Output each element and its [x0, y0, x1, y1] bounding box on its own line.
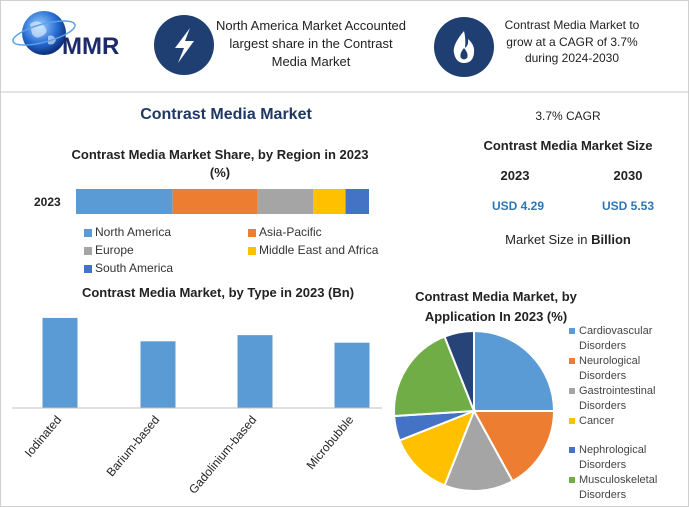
- legend-label: Neurological Disorders: [579, 355, 641, 382]
- legend-swatch: [248, 247, 256, 255]
- legend-swatch: [569, 418, 575, 424]
- bar: [42, 317, 78, 408]
- x-tick-label: Barium-based: [104, 413, 163, 479]
- legend-swatch: [569, 447, 575, 453]
- size-value: USD 5.53: [601, 199, 655, 213]
- year-label: 2030: [613, 168, 643, 183]
- x-tick-label: Gadolinium-based: [186, 413, 259, 497]
- size-title: Contrast Media Market Size: [483, 138, 653, 153]
- x-tick-label: Iodinated: [22, 413, 64, 460]
- chart-title: Contrast Media Market Share, by Region i…: [71, 147, 369, 180]
- year-label: 2023: [500, 168, 530, 183]
- bar: [140, 341, 176, 408]
- legend-swatch: [248, 229, 256, 237]
- legend-label: Nephrological Disorders: [579, 444, 647, 471]
- bar-segment: [313, 189, 346, 214]
- legend-label: Musculoskeletal Disorders: [579, 474, 658, 501]
- legend-swatch: [84, 265, 92, 273]
- bar-segment: [345, 189, 369, 214]
- pie-slice: [473, 329, 556, 412]
- logo: MMR: [12, 11, 119, 60]
- legend-label: North America: [95, 225, 172, 239]
- cagr-note: Contrast Media Market to grow at a CAGR …: [504, 18, 640, 65]
- cagr-label: 3.7% CAGR: [535, 109, 601, 123]
- highlight-text: North America Market Accounted largest s…: [215, 18, 407, 69]
- bar: [237, 335, 273, 408]
- legend-swatch: [569, 388, 575, 394]
- category-label: 2023: [34, 195, 61, 209]
- chart-title: Contrast Media Market, by Type in 2023 (…: [81, 285, 355, 300]
- legend-label: Asia-Pacific: [259, 225, 322, 239]
- pie-slice: [398, 409, 476, 487]
- logo-text: MMR: [62, 33, 119, 60]
- pie-slice: [393, 335, 476, 418]
- x-tick-label: Microbubble: [304, 413, 357, 472]
- bar-segment: [257, 189, 314, 214]
- pie-slice: [443, 329, 475, 412]
- legend-label: Cardiovascular Disorders: [579, 325, 653, 352]
- legend-swatch: [84, 229, 92, 237]
- legend-swatch: [569, 477, 575, 483]
- size-value: USD 4.29: [491, 199, 545, 213]
- unit-prefix: Market Size in: [505, 232, 588, 247]
- chart-title: Contrast Media Market, by Application In…: [415, 289, 577, 324]
- unit: Billion: [591, 232, 631, 247]
- flame-icon: [434, 17, 494, 77]
- legend-label: Gastrointestinal Disorders: [579, 385, 656, 412]
- legend-swatch: [569, 328, 575, 334]
- legend-label: Europe: [95, 243, 134, 257]
- legend-label: Cancer: [579, 415, 615, 427]
- bar-segment: [172, 189, 258, 214]
- legend-label: South America: [95, 261, 174, 275]
- bar-segment: [76, 189, 173, 214]
- legend-swatch: [84, 247, 92, 255]
- pie-slice: [443, 408, 514, 492]
- bar: [334, 342, 370, 408]
- legend-label: Middle East and Africa: [259, 243, 379, 257]
- legend-swatch: [569, 358, 575, 364]
- pie-slice: [472, 410, 556, 483]
- main-title: Contrast Media Market: [140, 106, 312, 123]
- unit-note: Market Size in Billion: [458, 232, 678, 247]
- bolt-icon: [154, 15, 214, 75]
